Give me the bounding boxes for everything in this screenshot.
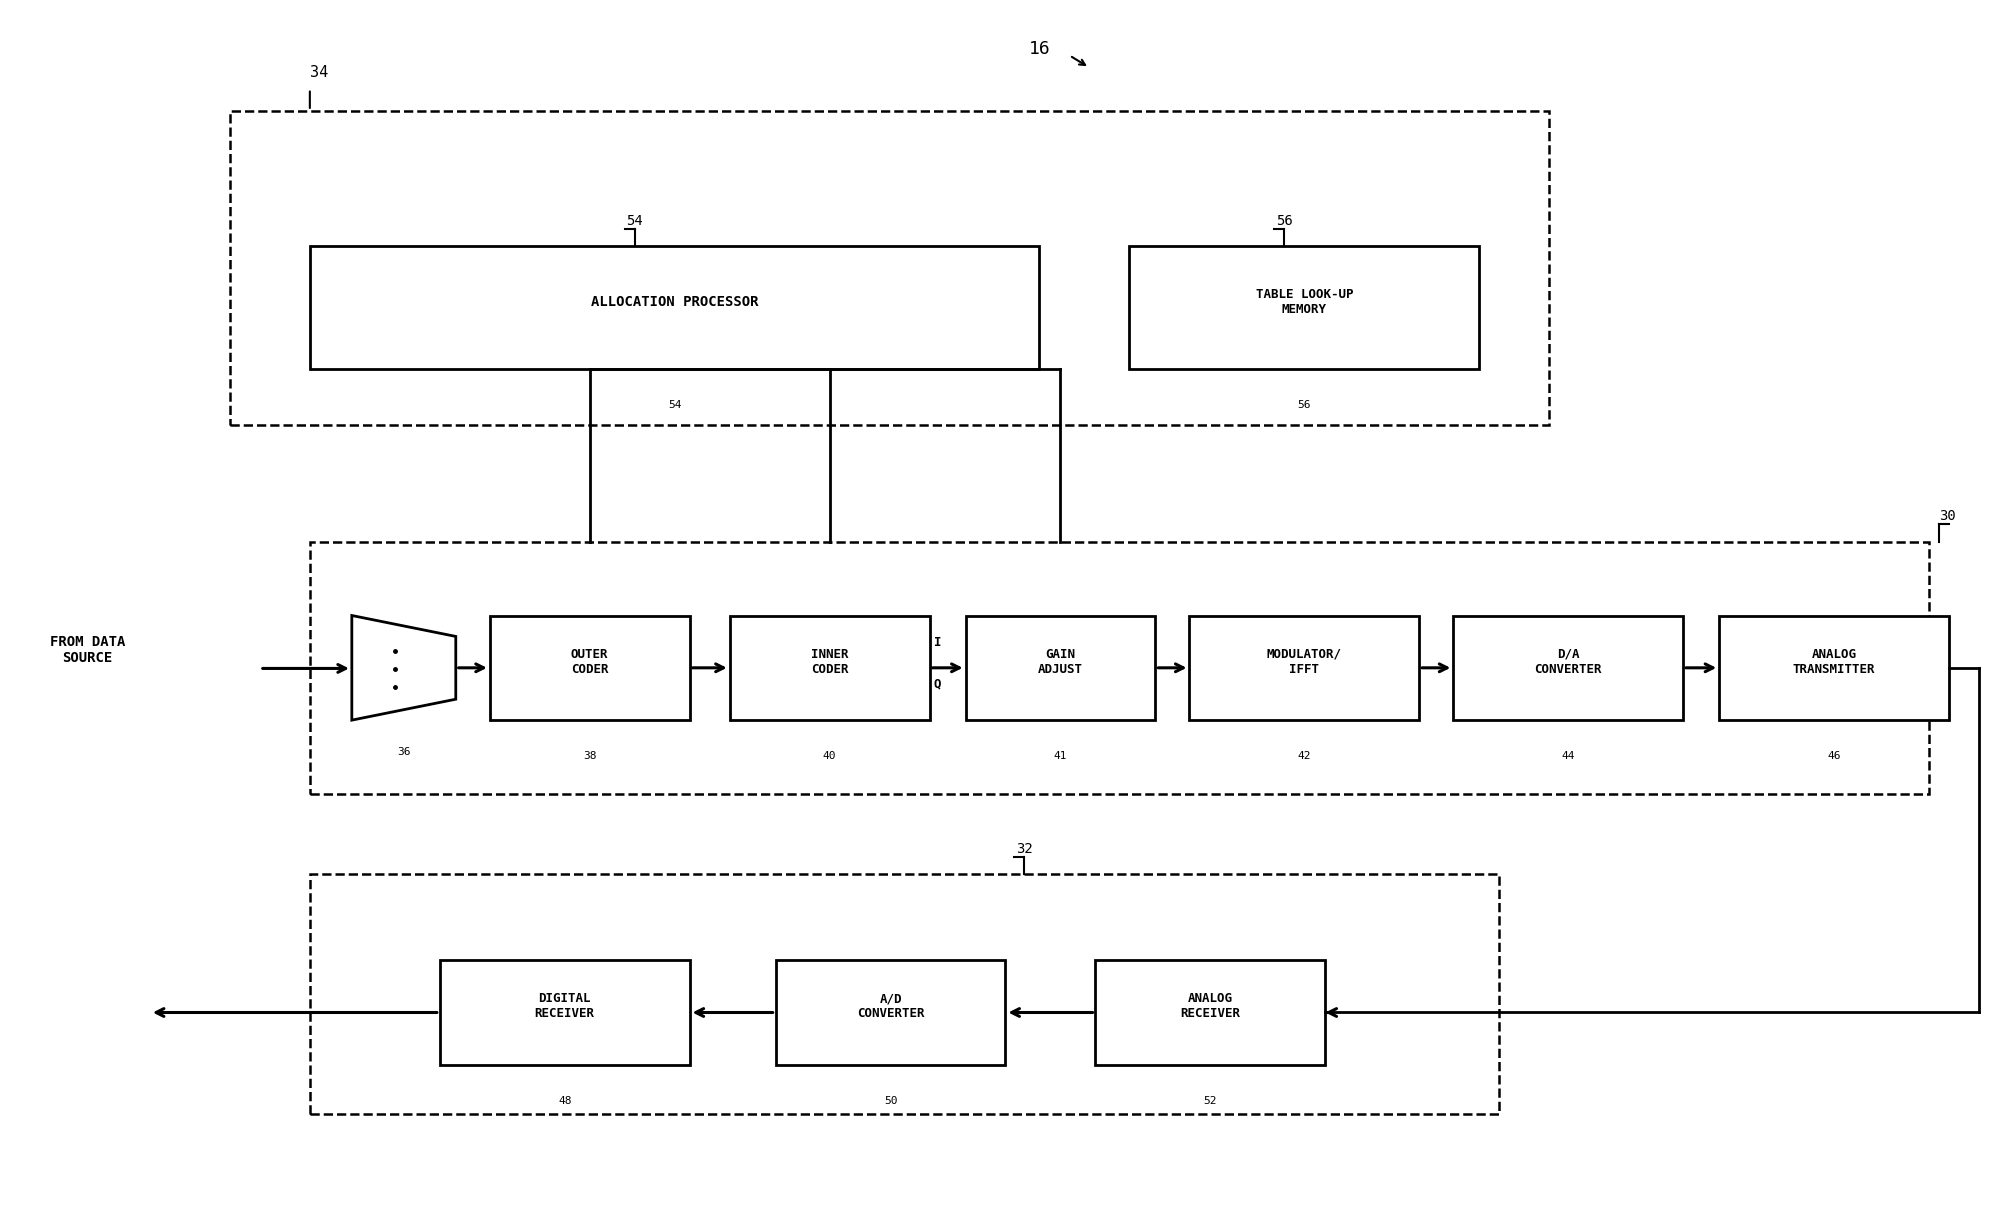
Bar <box>1453 616 1682 720</box>
Text: A/D
CONVERTER: A/D CONVERTER <box>857 992 923 1020</box>
Text: ANALOG
RECEIVER: ANALOG RECEIVER <box>1179 992 1241 1020</box>
Text: I: I <box>933 636 941 650</box>
Bar <box>965 616 1155 720</box>
Text: 44: 44 <box>1560 751 1574 761</box>
Bar <box>1718 616 1948 720</box>
Text: 56: 56 <box>1297 400 1311 410</box>
Text: ANALOG
TRANSMITTER: ANALOG TRANSMITTER <box>1792 648 1874 676</box>
Text: 34: 34 <box>310 65 328 80</box>
Text: 40: 40 <box>823 751 835 761</box>
Bar <box>1189 616 1419 720</box>
Polygon shape <box>352 616 456 720</box>
Text: MODULATOR/
IFFT: MODULATOR/ IFFT <box>1267 648 1341 676</box>
Text: ALLOCATION PROCESSOR: ALLOCATION PROCESSOR <box>591 294 757 309</box>
Text: Q: Q <box>933 678 941 691</box>
Bar <box>440 960 689 1065</box>
Bar <box>310 246 1039 369</box>
Text: 54: 54 <box>667 400 681 410</box>
Text: 36: 36 <box>398 747 410 757</box>
Bar <box>310 874 1498 1114</box>
Bar <box>1129 246 1479 369</box>
Text: 42: 42 <box>1297 751 1311 761</box>
Bar <box>490 616 689 720</box>
Text: 30: 30 <box>1938 510 1954 523</box>
Text: 52: 52 <box>1203 1096 1217 1105</box>
Text: 50: 50 <box>883 1096 897 1105</box>
Text: INNER
CODER: INNER CODER <box>811 648 847 676</box>
Bar <box>310 542 1928 794</box>
Bar <box>230 111 1548 425</box>
Text: 38: 38 <box>583 751 595 761</box>
Text: 46: 46 <box>1826 751 1840 761</box>
Text: 48: 48 <box>557 1096 571 1105</box>
Text: 54: 54 <box>625 214 643 228</box>
Bar <box>729 616 929 720</box>
Text: TABLE LOOK-UP
MEMORY: TABLE LOOK-UP MEMORY <box>1255 288 1353 315</box>
Bar <box>775 960 1005 1065</box>
Text: OUTER
CODER: OUTER CODER <box>571 648 607 676</box>
Text: 32: 32 <box>1015 842 1033 856</box>
Text: 16: 16 <box>1029 41 1049 58</box>
Text: DIGITAL
RECEIVER: DIGITAL RECEIVER <box>533 992 595 1020</box>
Text: 56: 56 <box>1275 214 1293 228</box>
Text: 41: 41 <box>1053 751 1067 761</box>
Text: FROM DATA
SOURCE: FROM DATA SOURCE <box>50 635 126 665</box>
Bar <box>1095 960 1325 1065</box>
Text: D/A
CONVERTER: D/A CONVERTER <box>1534 648 1600 676</box>
Text: GAIN
ADJUST: GAIN ADJUST <box>1037 648 1083 676</box>
